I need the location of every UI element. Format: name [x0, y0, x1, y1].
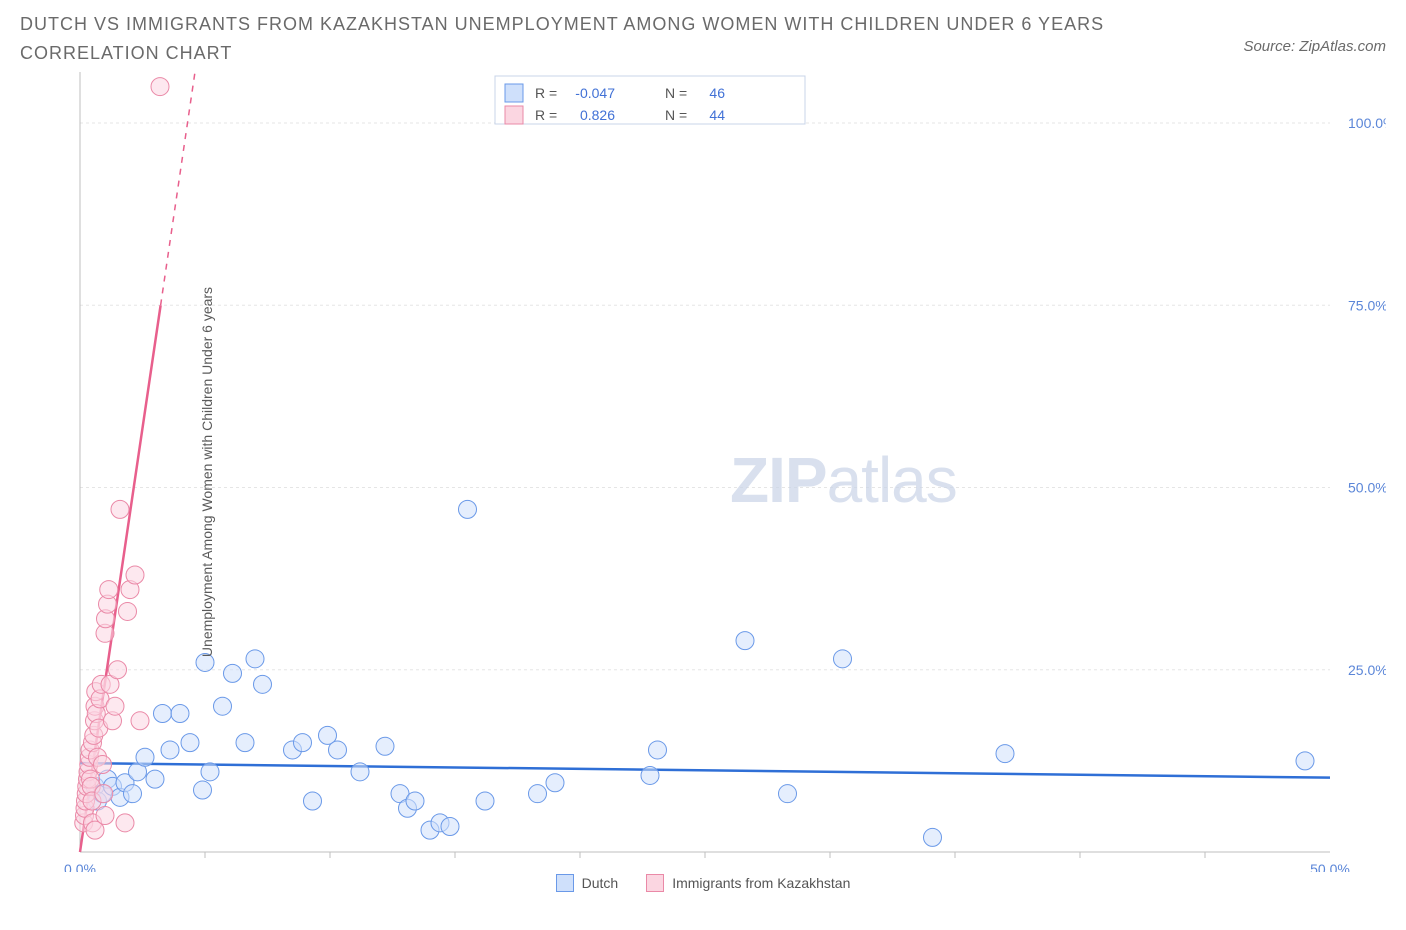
point-dutch: [254, 675, 272, 693]
y-tick-label: 25.0%: [1348, 661, 1386, 677]
point-dutch: [834, 649, 852, 667]
trend-line-dutch: [80, 763, 1330, 778]
point-kazakh: [109, 660, 127, 678]
point-kazakh: [111, 500, 129, 518]
point-dutch: [171, 704, 189, 722]
chart-container: Unemployment Among Women with Children U…: [20, 72, 1386, 872]
point-dutch: [329, 741, 347, 759]
source-attribution: Source: ZipAtlas.com: [1243, 38, 1386, 55]
point-dutch: [996, 744, 1014, 762]
legend-swatch: [556, 874, 574, 892]
point-dutch: [246, 649, 264, 667]
point-dutch: [201, 762, 219, 780]
legend-stat: N =: [665, 85, 687, 101]
point-kazakh: [126, 566, 144, 584]
watermark: ZIPatlas: [730, 444, 957, 516]
legend-stat: 44: [709, 107, 725, 123]
point-kazakh: [95, 784, 113, 802]
point-dutch: [546, 773, 564, 791]
legend-swatch: [505, 84, 523, 102]
point-dutch: [376, 737, 394, 755]
point-kazakh: [96, 806, 114, 824]
point-dutch: [924, 828, 942, 846]
point-dutch: [736, 631, 754, 649]
point-dutch: [294, 733, 312, 751]
point-dutch: [304, 792, 322, 810]
point-kazakh: [100, 580, 118, 598]
point-kazakh: [151, 77, 169, 95]
bottom-legend-item: Dutch: [556, 874, 619, 892]
header: DUTCH VS IMMIGRANTS FROM KAZAKHSTAN UNEM…: [20, 10, 1386, 68]
point-dutch: [146, 770, 164, 788]
scatter-chart: 25.0% 50.0% 75.0% 100.0% ZIPatlas 0.0% 50.0% R …: [20, 72, 1386, 872]
legend-label: Immigrants from Kazakhstan: [672, 875, 850, 891]
point-dutch: [779, 784, 797, 802]
point-dutch: [476, 792, 494, 810]
x-tick-label: 50.0%: [1310, 861, 1350, 872]
legend-stat: 0.826: [580, 107, 615, 123]
point-kazakh: [94, 755, 112, 773]
bottom-legend-item: Immigrants from Kazakhstan: [646, 874, 850, 892]
point-dutch: [406, 792, 424, 810]
point-dutch: [459, 500, 477, 518]
point-dutch: [1296, 751, 1314, 769]
point-dutch: [136, 748, 154, 766]
legend-stat: -0.047: [575, 85, 615, 101]
x-tick-label: 0.0%: [64, 861, 96, 872]
point-dutch: [214, 697, 232, 715]
point-dutch: [181, 733, 199, 751]
legend-swatch: [505, 106, 523, 124]
point-kazakh: [116, 813, 134, 831]
point-dutch: [641, 766, 659, 784]
legend-stat: N =: [665, 107, 687, 123]
point-dutch: [224, 664, 242, 682]
bottom-legend: Dutch Immigrants from Kazakhstan: [20, 874, 1386, 897]
point-dutch: [161, 741, 179, 759]
point-dutch: [154, 704, 172, 722]
legend-label: Dutch: [582, 875, 619, 891]
y-axis-label: Unemployment Among Women with Children U…: [199, 287, 215, 657]
y-tick-label: 100.0%: [1348, 115, 1386, 131]
point-dutch: [441, 817, 459, 835]
point-dutch: [194, 781, 212, 799]
legend-swatch: [646, 874, 664, 892]
point-kazakh: [119, 602, 137, 620]
point-dutch: [351, 762, 369, 780]
legend-stat: R =: [535, 85, 557, 101]
legend-stat: 46: [709, 85, 725, 101]
point-kazakh: [131, 711, 149, 729]
point-dutch: [124, 784, 142, 802]
point-dutch: [529, 784, 547, 802]
y-tick-label: 75.0%: [1348, 297, 1386, 313]
trend-line-kazakh-dashed: [161, 72, 195, 305]
point-dutch: [236, 733, 254, 751]
legend-stat: R =: [535, 107, 557, 123]
chart-title: DUTCH VS IMMIGRANTS FROM KAZAKHSTAN UNEM…: [20, 10, 1140, 68]
point-dutch: [649, 741, 667, 759]
y-tick-label: 50.0%: [1348, 479, 1386, 495]
point-kazakh: [106, 697, 124, 715]
